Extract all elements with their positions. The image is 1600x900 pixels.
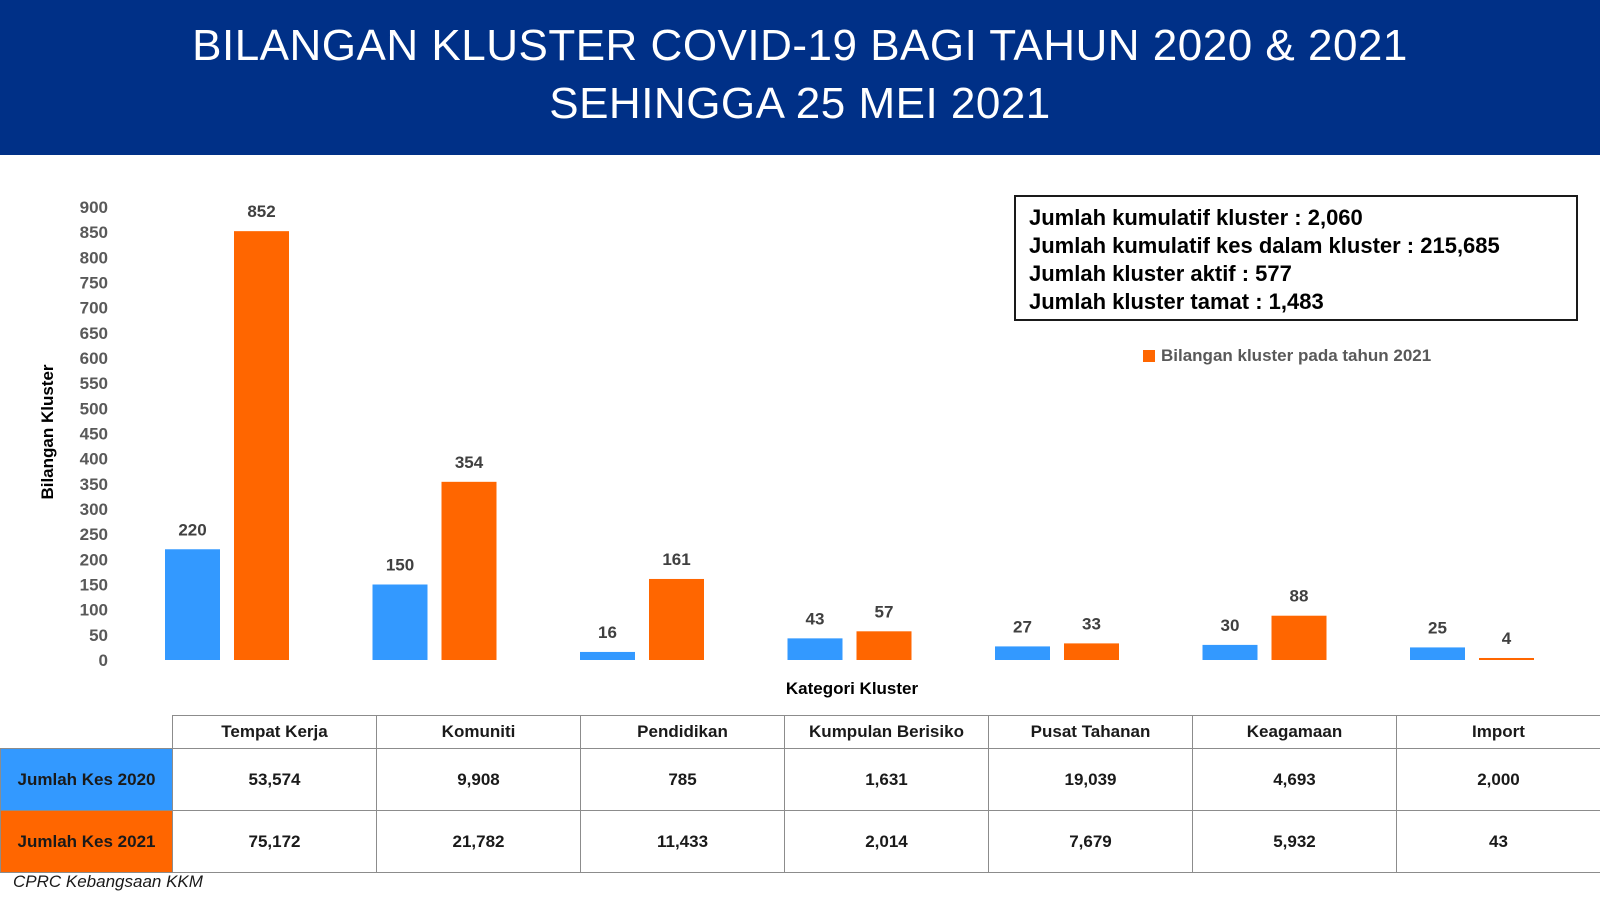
bar-2021-1 [441,481,497,660]
y-tick-label: 550 [80,374,108,393]
table-cell: 11,433 [580,810,785,873]
bar-2021-5 [1271,615,1327,660]
y-tick-label: 400 [80,450,108,469]
chart-legend: Bilangan kluster pada tahun 2021 [1143,345,1431,367]
y-tick-label: 850 [80,223,108,242]
legend-label-2021: Bilangan kluster pada tahun 2021 [1161,346,1432,365]
data-label-2021-6: 4 [1502,629,1512,648]
table-cell: 53,574 [172,748,377,811]
data-label-2021-2: 161 [662,550,690,569]
bar-2020-6 [1410,647,1465,660]
bar-2020-3 [787,638,843,660]
table-column-header: Kumpulan Berisiko [784,715,989,749]
y-tick-label: 50 [89,626,108,645]
data-label-2020-4: 27 [1013,617,1032,636]
data-label-2020-0: 220 [178,520,206,539]
table-cell: 2,014 [784,810,989,873]
data-label-2021-1: 354 [455,453,484,472]
bar-2020-5 [1202,644,1258,660]
table-cell: 7,679 [988,810,1193,873]
table-column-header: Import [1396,715,1600,749]
table-column-header: Komuniti [376,715,581,749]
data-label-2020-2: 16 [598,623,617,642]
table-cell: 785 [580,748,785,811]
page-title-line-2: SEHINGGA 25 MEI 2021 [549,79,1051,128]
table-cell: 75,172 [172,810,377,873]
data-label-2020-1: 150 [386,556,414,575]
y-tick-label: 600 [80,349,108,368]
table-cell: 1,631 [784,748,989,811]
cases-table: Tempat Kerja Komuniti Pendidikan Kumpula… [0,715,1600,873]
table-row-2020: Jumlah Kes 2020 53,574 9,908 785 1,631 1… [0,748,1600,811]
bar-2020-4 [995,646,1050,660]
data-label-2020-6: 25 [1428,618,1447,637]
table-column-header: Keagamaan [1192,715,1397,749]
source-note: CPRC Kebangsaan KKM [13,872,203,891]
table-cell: 2,000 [1396,748,1600,811]
data-label-2021-4: 33 [1082,614,1101,633]
bar-2020-0 [165,549,220,660]
table-column-header: Pusat Tahanan [988,715,1193,749]
summary-cumulative-clusters: Jumlah kumulatif kluster : 2,060 [1029,205,1363,230]
bar-2021-0 [234,231,289,660]
title-banner: BILANGAN KLUSTER COVID-19 BAGI TAHUN 202… [0,0,1600,155]
y-tick-label: 100 [80,601,108,620]
table-cell: 43 [1396,810,1600,873]
cluster-bar-chart: 0 50 100 150 200 250 300 350 400 450 500 550 600 650 7… [38,198,1534,698]
bar-2021-2 [649,578,704,660]
y-tick-label: 700 [80,299,108,318]
table-cell: 9,908 [376,748,581,811]
y-tick-label: 300 [80,500,108,519]
table-header-row: Tempat Kerja Komuniti Pendidikan Kumpula… [0,715,1600,749]
table-row-label: Jumlah Kes 2020 [0,748,173,811]
bar-2021-3 [856,631,912,660]
table-cell: 21,782 [376,810,581,873]
bar-2020-2 [580,651,635,660]
data-label-2020-5: 30 [1221,616,1240,635]
data-label-2021-3: 57 [875,602,894,621]
bar-2021-6 [1479,657,1534,660]
y-tick-label: 150 [80,576,108,595]
summary-info-box: Jumlah kumulatif kluster : 2,060 Jumlah … [1014,195,1578,321]
table-row-2021: Jumlah Kes 2021 75,172 21,782 11,433 2,0… [0,810,1600,873]
legend-swatch-2021 [1143,350,1155,362]
y-tick-label: 0 [99,651,108,670]
summary-ended-clusters: Jumlah kluster tamat : 1,483 [1029,289,1324,314]
page-title-line-1: BILANGAN KLUSTER COVID-19 BAGI TAHUN 202… [192,21,1408,70]
y-tick-label: 350 [80,475,108,494]
x-axis-title: Kategori Kluster [786,679,919,698]
table-cell: 5,932 [1192,810,1397,873]
table-cell: 19,039 [988,748,1193,811]
y-tick-label: 800 [80,248,108,267]
table-column-header: Tempat Kerja [172,715,377,749]
bar-2021-4 [1064,643,1119,660]
summary-active-clusters: Jumlah kluster aktif : 577 [1029,261,1292,286]
y-tick-label: 900 [80,198,108,217]
table-row-label: Jumlah Kes 2021 [0,810,173,873]
y-tick-label: 250 [80,525,108,544]
data-label-2021-0: 852 [247,202,275,221]
y-tick-label: 450 [80,425,108,444]
table-column-header: Pendidikan [580,715,785,749]
summary-cumulative-cases: Jumlah kumulatif kes dalam kluster : 215… [1029,233,1500,258]
bar-2020-1 [372,584,428,660]
data-label-2021-5: 88 [1290,587,1309,606]
table-cell: 4,693 [1192,748,1397,811]
y-tick-label: 750 [80,274,108,293]
y-tick-label: 200 [80,550,108,569]
data-label-2020-3: 43 [806,609,825,628]
y-tick-label: 500 [80,399,108,418]
y-axis-title: Bilangan Kluster [38,364,57,499]
y-tick-label: 650 [80,324,108,343]
table-corner-cell [0,715,173,749]
